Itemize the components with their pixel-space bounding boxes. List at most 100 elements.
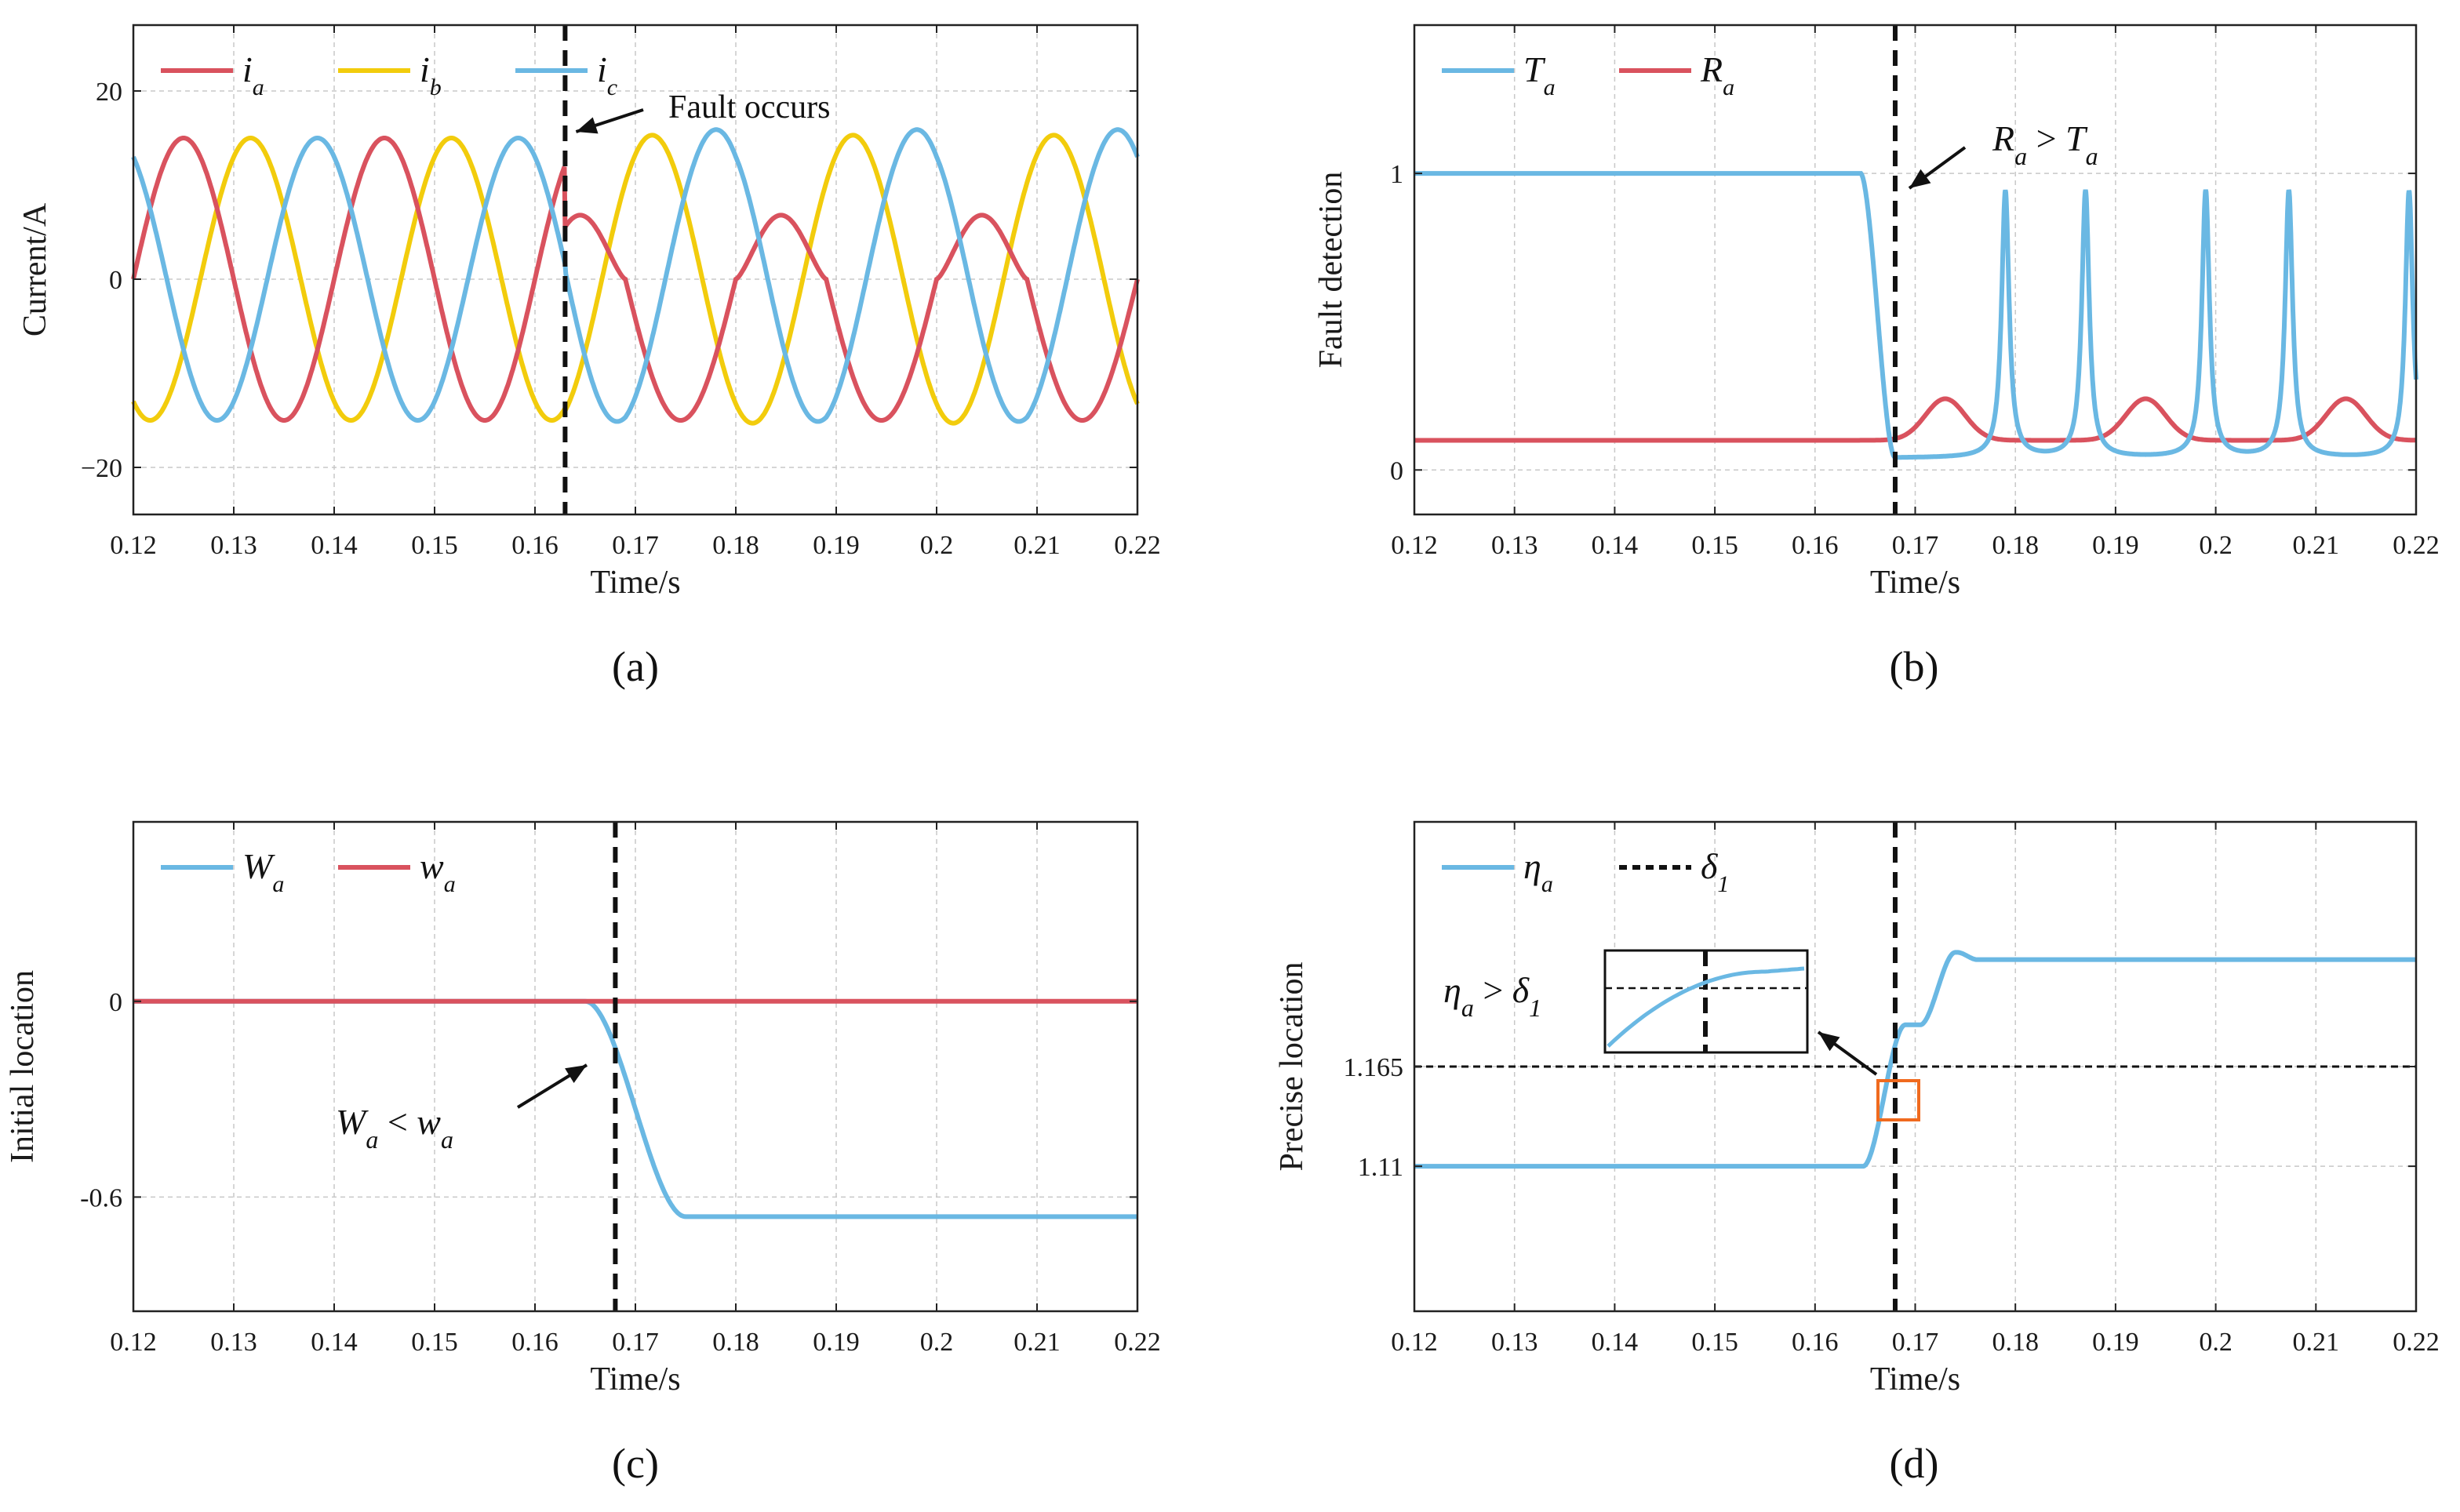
y-axis-label: Current/A	[17, 202, 53, 336]
y-axis-label: Precise location	[1274, 961, 1310, 1171]
x-tick-label: 0.18	[712, 531, 759, 560]
chart-panel-c: Wa < wa 0.12 0.13 0.14 0.15 0.16 0.17 0.18 0.19…	[5, 820, 1161, 1487]
x-tick-label: 0.21	[1013, 531, 1061, 560]
series-group	[133, 998, 1137, 1219]
legend-label: wa	[420, 846, 456, 897]
x-tick-label: 0.14	[311, 1328, 358, 1357]
y-tick-label: -0.6	[80, 1183, 122, 1212]
x-tick-label: 0.16	[511, 531, 559, 560]
annotation-arrowhead	[1818, 1032, 1840, 1052]
series-group	[131, 127, 1140, 426]
x-tick-label: 0.17	[612, 1328, 659, 1357]
legend: ia ib ic	[161, 49, 617, 100]
y-tick-label: 1.165	[1344, 1053, 1404, 1082]
legend-label: ib	[420, 49, 442, 100]
chart-panel-b: Ra > Ta 0.12 0.13 0.14 0.15 0.16 0.17 0.18 0.19…	[1313, 24, 2440, 690]
x-tick-label: 0.15	[1691, 1328, 1738, 1357]
x-axis-label: Time/s	[1870, 1361, 1960, 1398]
panel-label: (d)	[1890, 1440, 1939, 1487]
annotation-arrowhead	[1909, 169, 1931, 188]
x-tick-label: 0.13	[210, 1328, 257, 1357]
annotations: ηa > δ1	[1443, 822, 1920, 1311]
series-i_a	[131, 136, 1140, 423]
x-tick-label: 0.14	[1592, 1328, 1639, 1357]
series-i_b	[131, 133, 1140, 426]
x-tick-label: 0.12	[1391, 1328, 1438, 1357]
x-tick-label: 0.15	[411, 531, 458, 560]
y-tick-label: 0	[1390, 456, 1403, 485]
series-group	[1414, 950, 2416, 1169]
annotation-arrowhead	[576, 117, 599, 134]
legend-label: δ1	[1701, 846, 1729, 897]
ticks: 0.12 0.13 0.14 0.15 0.16 0.17 0.18 0.19 0.2 0.21 0…	[1344, 822, 2440, 1357]
y-tick-label: −20	[81, 454, 122, 483]
x-tick-label: 0.2	[2199, 1328, 2233, 1357]
annotations: Fault occurs	[562, 25, 830, 514]
series-eta_a	[1414, 950, 2416, 1169]
x-tick-label: 0.12	[110, 1328, 157, 1357]
x-tick-label: 0.12	[1391, 531, 1438, 560]
x-tick-label: 0.13	[210, 531, 257, 560]
x-tick-label: 0.21	[2293, 1328, 2340, 1357]
ticks: 0.12 0.13 0.14 0.15 0.16 0.17 0.18 0.19 0.2 0.21 0…	[80, 822, 1161, 1357]
x-tick-label: 0.2	[920, 1328, 954, 1357]
y-axis-label: Fault detection	[1313, 172, 1349, 369]
legend-label: Ta	[1523, 49, 1556, 100]
x-tick-label: 0.13	[1491, 1328, 1538, 1357]
x-tick-label: 0.17	[612, 531, 659, 560]
x-tick-label: 0.22	[1114, 1328, 1161, 1357]
legend: ηa δ1	[1442, 846, 1729, 897]
x-tick-label: 0.22	[2393, 1328, 2440, 1357]
legend: Ta Ra	[1442, 49, 1734, 100]
x-tick-label: 0.16	[1792, 531, 1839, 560]
x-tick-label: 0.2	[920, 531, 954, 560]
x-tick-label: 0.15	[411, 1328, 458, 1357]
y-tick-label: 0	[109, 266, 122, 295]
series-R_a	[1414, 396, 2417, 443]
x-tick-label: 0.14	[1592, 531, 1639, 560]
legend: Wa wa	[161, 846, 456, 897]
zoom-region-box	[1876, 1079, 1920, 1121]
annotations: Ra > Ta	[1892, 25, 2098, 514]
x-tick-label: 0.15	[1691, 531, 1738, 560]
x-tick-label: 0.12	[110, 531, 157, 560]
annotation-text: ηa > δ1	[1443, 970, 1541, 1022]
legend-label: ηa	[1523, 846, 1553, 897]
panel-label: (c)	[612, 1440, 659, 1487]
annotation-text: Fault occurs	[668, 89, 830, 125]
inset-series-eta	[1607, 966, 1805, 1048]
x-tick-label: 0.19	[2092, 531, 2139, 560]
x-tick-label: 0.13	[1491, 531, 1538, 560]
y-tick-label: 1	[1390, 160, 1403, 189]
series-group	[1414, 171, 2418, 460]
grid	[133, 25, 1137, 514]
y-tick-label: 1.11	[1358, 1153, 1403, 1182]
y-axis-label: Initial location	[5, 970, 41, 1163]
chart-panel-d: ηa > δ1 0.12 0.13 0.14 0.15 0.16 0.17 0.18 0.19…	[1274, 820, 2440, 1487]
x-tick-label: 0.22	[2393, 531, 2440, 560]
y-tick-label: 0	[109, 988, 122, 1017]
y-tick-label: 20	[96, 78, 122, 107]
ticks: 0.12 0.13 0.14 0.15 0.16 0.17 0.18 0.19 0.2 0.21 0…	[81, 25, 1161, 560]
x-tick-label: 0.18	[1992, 1328, 2039, 1357]
x-tick-label: 0.16	[1792, 1328, 1839, 1357]
x-tick-label: 0.14	[311, 531, 358, 560]
legend-label: Ra	[1700, 49, 1734, 100]
x-axis-label: Time/s	[590, 565, 680, 601]
panel-label: (b)	[1890, 643, 1939, 690]
series-T_a	[1414, 171, 2418, 460]
series-i_c	[131, 127, 1140, 424]
x-tick-label: 0.16	[511, 1328, 559, 1357]
ticks: 0.12 0.13 0.14 0.15 0.16 0.17 0.18 0.19 0.2 0.21 0…	[1390, 25, 2440, 560]
x-tick-label: 0.18	[712, 1328, 759, 1357]
x-tick-label: 0.19	[813, 1328, 860, 1357]
legend-label: ia	[242, 49, 264, 100]
x-axis-label: Time/s	[1870, 565, 1960, 601]
panel-label: (a)	[612, 643, 659, 690]
annotation-text: Ra > Ta	[1992, 118, 2098, 170]
x-axis-label: Time/s	[590, 1361, 680, 1398]
x-tick-label: 0.19	[813, 531, 860, 560]
chart-panel-a: Fault occurs 0.12 0.13 0.14 0.15 0.16 0.17 0.1…	[17, 24, 1161, 690]
x-tick-label: 0.2	[2199, 531, 2233, 560]
